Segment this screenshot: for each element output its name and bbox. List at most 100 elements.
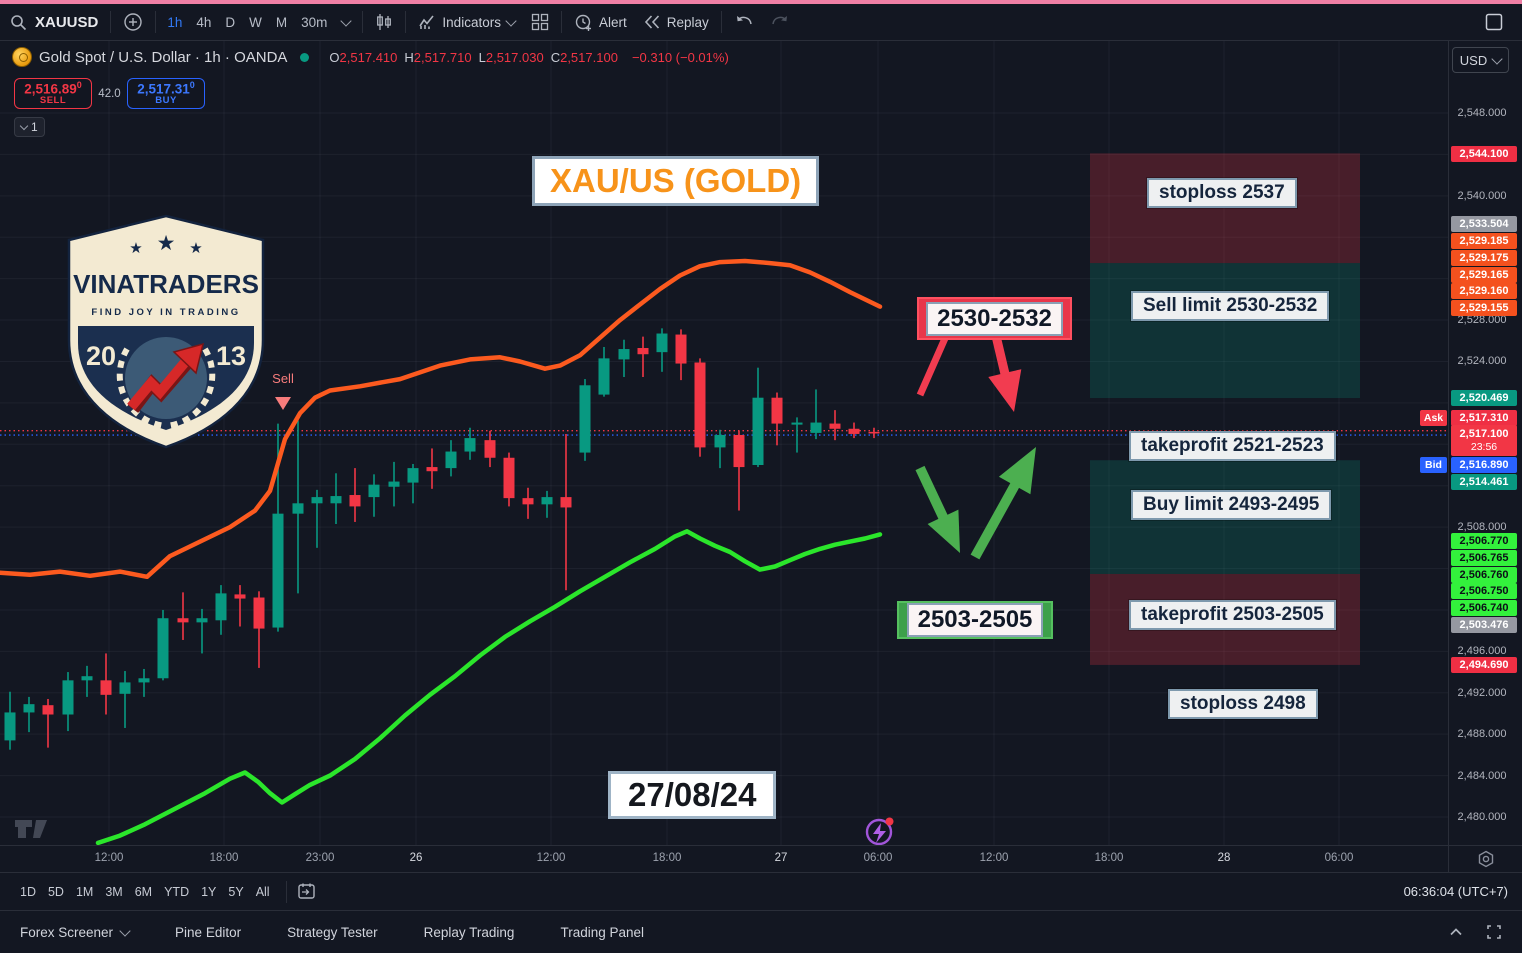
chart-pane: Sell Gold Spot / U.S. Dollar · 1h · OAND…: [0, 41, 1448, 845]
alert-clock-icon: [574, 13, 593, 32]
search-icon[interactable]: [10, 14, 27, 31]
range-1d[interactable]: 1D: [20, 884, 36, 899]
tab-replay-trading[interactable]: Replay Trading: [423, 924, 515, 940]
candle-body: [100, 680, 112, 695]
currency-dropdown[interactable]: USD: [1452, 47, 1509, 73]
candle-body: [196, 618, 208, 623]
layout-grid-icon[interactable]: [523, 8, 557, 36]
symbol-header[interactable]: Gold Spot / U.S. Dollar · 1h · OANDA O2,…: [12, 47, 729, 67]
toolbar-divider: [285, 880, 287, 903]
candle-body: [656, 333, 668, 353]
sell-zone-callout-text: 2530-2532: [926, 301, 1063, 336]
compare-add-symbol-icon[interactable]: [115, 8, 151, 36]
price-level-badge: 2,529.165: [1451, 267, 1517, 283]
candle-body: [407, 468, 419, 483]
timeframe-W[interactable]: W: [249, 14, 262, 30]
price-tick-label: 2,480.000: [1457, 811, 1507, 823]
market-open-dot-icon: [300, 52, 310, 62]
candle-body: [829, 423, 841, 429]
ohlc-values: O2,517.410 H2,517.710 L2,517.030 C2,517.100: [322, 50, 618, 65]
price-change: −0.310 (−0.01%): [631, 49, 729, 65]
panel-expand-chevron-icon[interactable]: [1448, 924, 1464, 940]
go-to-date-icon[interactable]: [297, 882, 316, 901]
buy-button[interactable]: 2,517.310 BUY: [127, 78, 205, 109]
timeframe-4h[interactable]: 4h: [196, 14, 212, 30]
symbol-title[interactable]: Gold Spot / U.S. Dollar · 1h · OANDA: [39, 48, 288, 66]
price-tick-label: 2,492.000: [1457, 686, 1507, 699]
candle-body: [330, 496, 342, 504]
timeframe-menu-chevron[interactable]: [334, 8, 358, 36]
session-clock[interactable]: 06:36:04 (UTC+7): [1403, 884, 1508, 899]
chart-style-icon[interactable]: [367, 8, 401, 36]
range-ytd[interactable]: YTD: [164, 884, 190, 899]
timeframe-list: 1h 4h D W M 30m: [160, 15, 334, 30]
price-level-badge: 2,529.175: [1451, 250, 1517, 266]
candle-body: [253, 597, 265, 629]
indicators-button[interactable]: Indicators: [410, 8, 523, 36]
range-5d[interactable]: 5D: [47, 884, 64, 899]
range-1m[interactable]: 1M: [75, 884, 94, 899]
trade-panel: 2,516.890 SELL 42.0 2,517.310 BUY: [14, 78, 205, 109]
gear-icon[interactable]: [1477, 850, 1495, 868]
panel-maximize-icon[interactable]: [1486, 924, 1502, 940]
green-band-line: [95, 529, 883, 845]
timeframe-1h[interactable]: 1h: [167, 14, 183, 30]
redo-icon[interactable]: [762, 8, 798, 36]
logo-slogan: FIND JOY IN TRADING: [91, 307, 240, 318]
range-3m[interactable]: 3M: [105, 884, 123, 899]
candle-body: [311, 497, 323, 504]
price-tick-label: 2,528.000: [1457, 314, 1507, 327]
time-tick-label: 12:00: [536, 852, 566, 864]
price-tick-label: 2,548.000: [1457, 107, 1507, 119]
toolbar-divider: [720, 11, 722, 33]
range-1y[interactable]: 1Y: [201, 884, 217, 899]
price-axis[interactable]: 2,548.000 2,540.000 2,528.000 2,524.000 2,50…: [1420, 41, 1522, 845]
toolbar-divider: [405, 11, 407, 33]
price-level-badge: 2,529.185: [1451, 233, 1517, 249]
logo-name: VINATRADERS: [73, 269, 259, 299]
time-tick-label: 18:00: [209, 852, 239, 864]
chart-title-annotation: XAU/US (GOLD): [532, 156, 820, 206]
lot-size-dropdown[interactable]: 1: [14, 117, 45, 137]
candles: [4, 328, 880, 750]
candle-body: [541, 497, 553, 505]
timeframe-M[interactable]: M: [275, 14, 288, 30]
time-axis[interactable]: 12:00 18:00 23:00 26 12:00 18:00 27 06:00 12:00 1…: [0, 845, 1448, 872]
candle-body: [771, 397, 783, 424]
range-all[interactable]: All: [255, 884, 270, 899]
range-5y[interactable]: 5Y: [228, 884, 244, 899]
chevron-down-icon: [19, 121, 29, 131]
range-6m[interactable]: 6M: [134, 884, 153, 899]
timeframe-30m[interactable]: 30m: [301, 14, 328, 30]
tab-strategy-tester[interactable]: Strategy Tester: [287, 924, 378, 940]
timeframe-D[interactable]: D: [225, 14, 236, 30]
replay-event-icon[interactable]: [865, 817, 894, 845]
tab-pine-editor[interactable]: Pine Editor: [175, 924, 242, 940]
toolbar-divider: [362, 11, 364, 33]
current-price: 2,517.100: [1459, 427, 1509, 440]
range-toolbar: 1D 5D 1M 3M 6M YTD 1Y 5Y All 06:36:04 (UTC+7): [0, 872, 1522, 910]
fullscreen-icon[interactable]: [1476, 8, 1512, 36]
svg-text:★: ★: [157, 232, 176, 255]
sell-stoploss-zone: [1090, 153, 1360, 264]
time-tick-label: 23:00: [305, 852, 335, 864]
replay-button[interactable]: Replay: [635, 8, 717, 36]
undo-icon[interactable]: [726, 8, 762, 36]
sell-price: 2,516.89: [24, 81, 77, 97]
vinatraders-logo: ★ ★ ★ VINATRADERS FIND JOY IN TRADING 20…: [67, 214, 265, 449]
sell-button[interactable]: 2,516.890 SELL: [14, 78, 92, 109]
candle-body: [618, 349, 630, 360]
time-tick-label: 26: [409, 852, 423, 864]
candle-body: [81, 676, 93, 681]
ohlc-key: C: [550, 49, 561, 65]
price-level-badge: 2,516.890: [1451, 457, 1517, 473]
gold-coin-icon: [12, 47, 32, 67]
candle-body: [138, 678, 150, 683]
alert-button[interactable]: Alert: [566, 8, 635, 36]
candle-body: [292, 503, 304, 514]
tab-forex-screener[interactable]: Forex Screener: [20, 925, 131, 940]
symbol-search-button[interactable]: XAUUSD: [35, 13, 99, 31]
tab-trading-panel[interactable]: Trading Panel: [560, 924, 645, 940]
date-annotation: 27/08/24: [608, 771, 777, 819]
